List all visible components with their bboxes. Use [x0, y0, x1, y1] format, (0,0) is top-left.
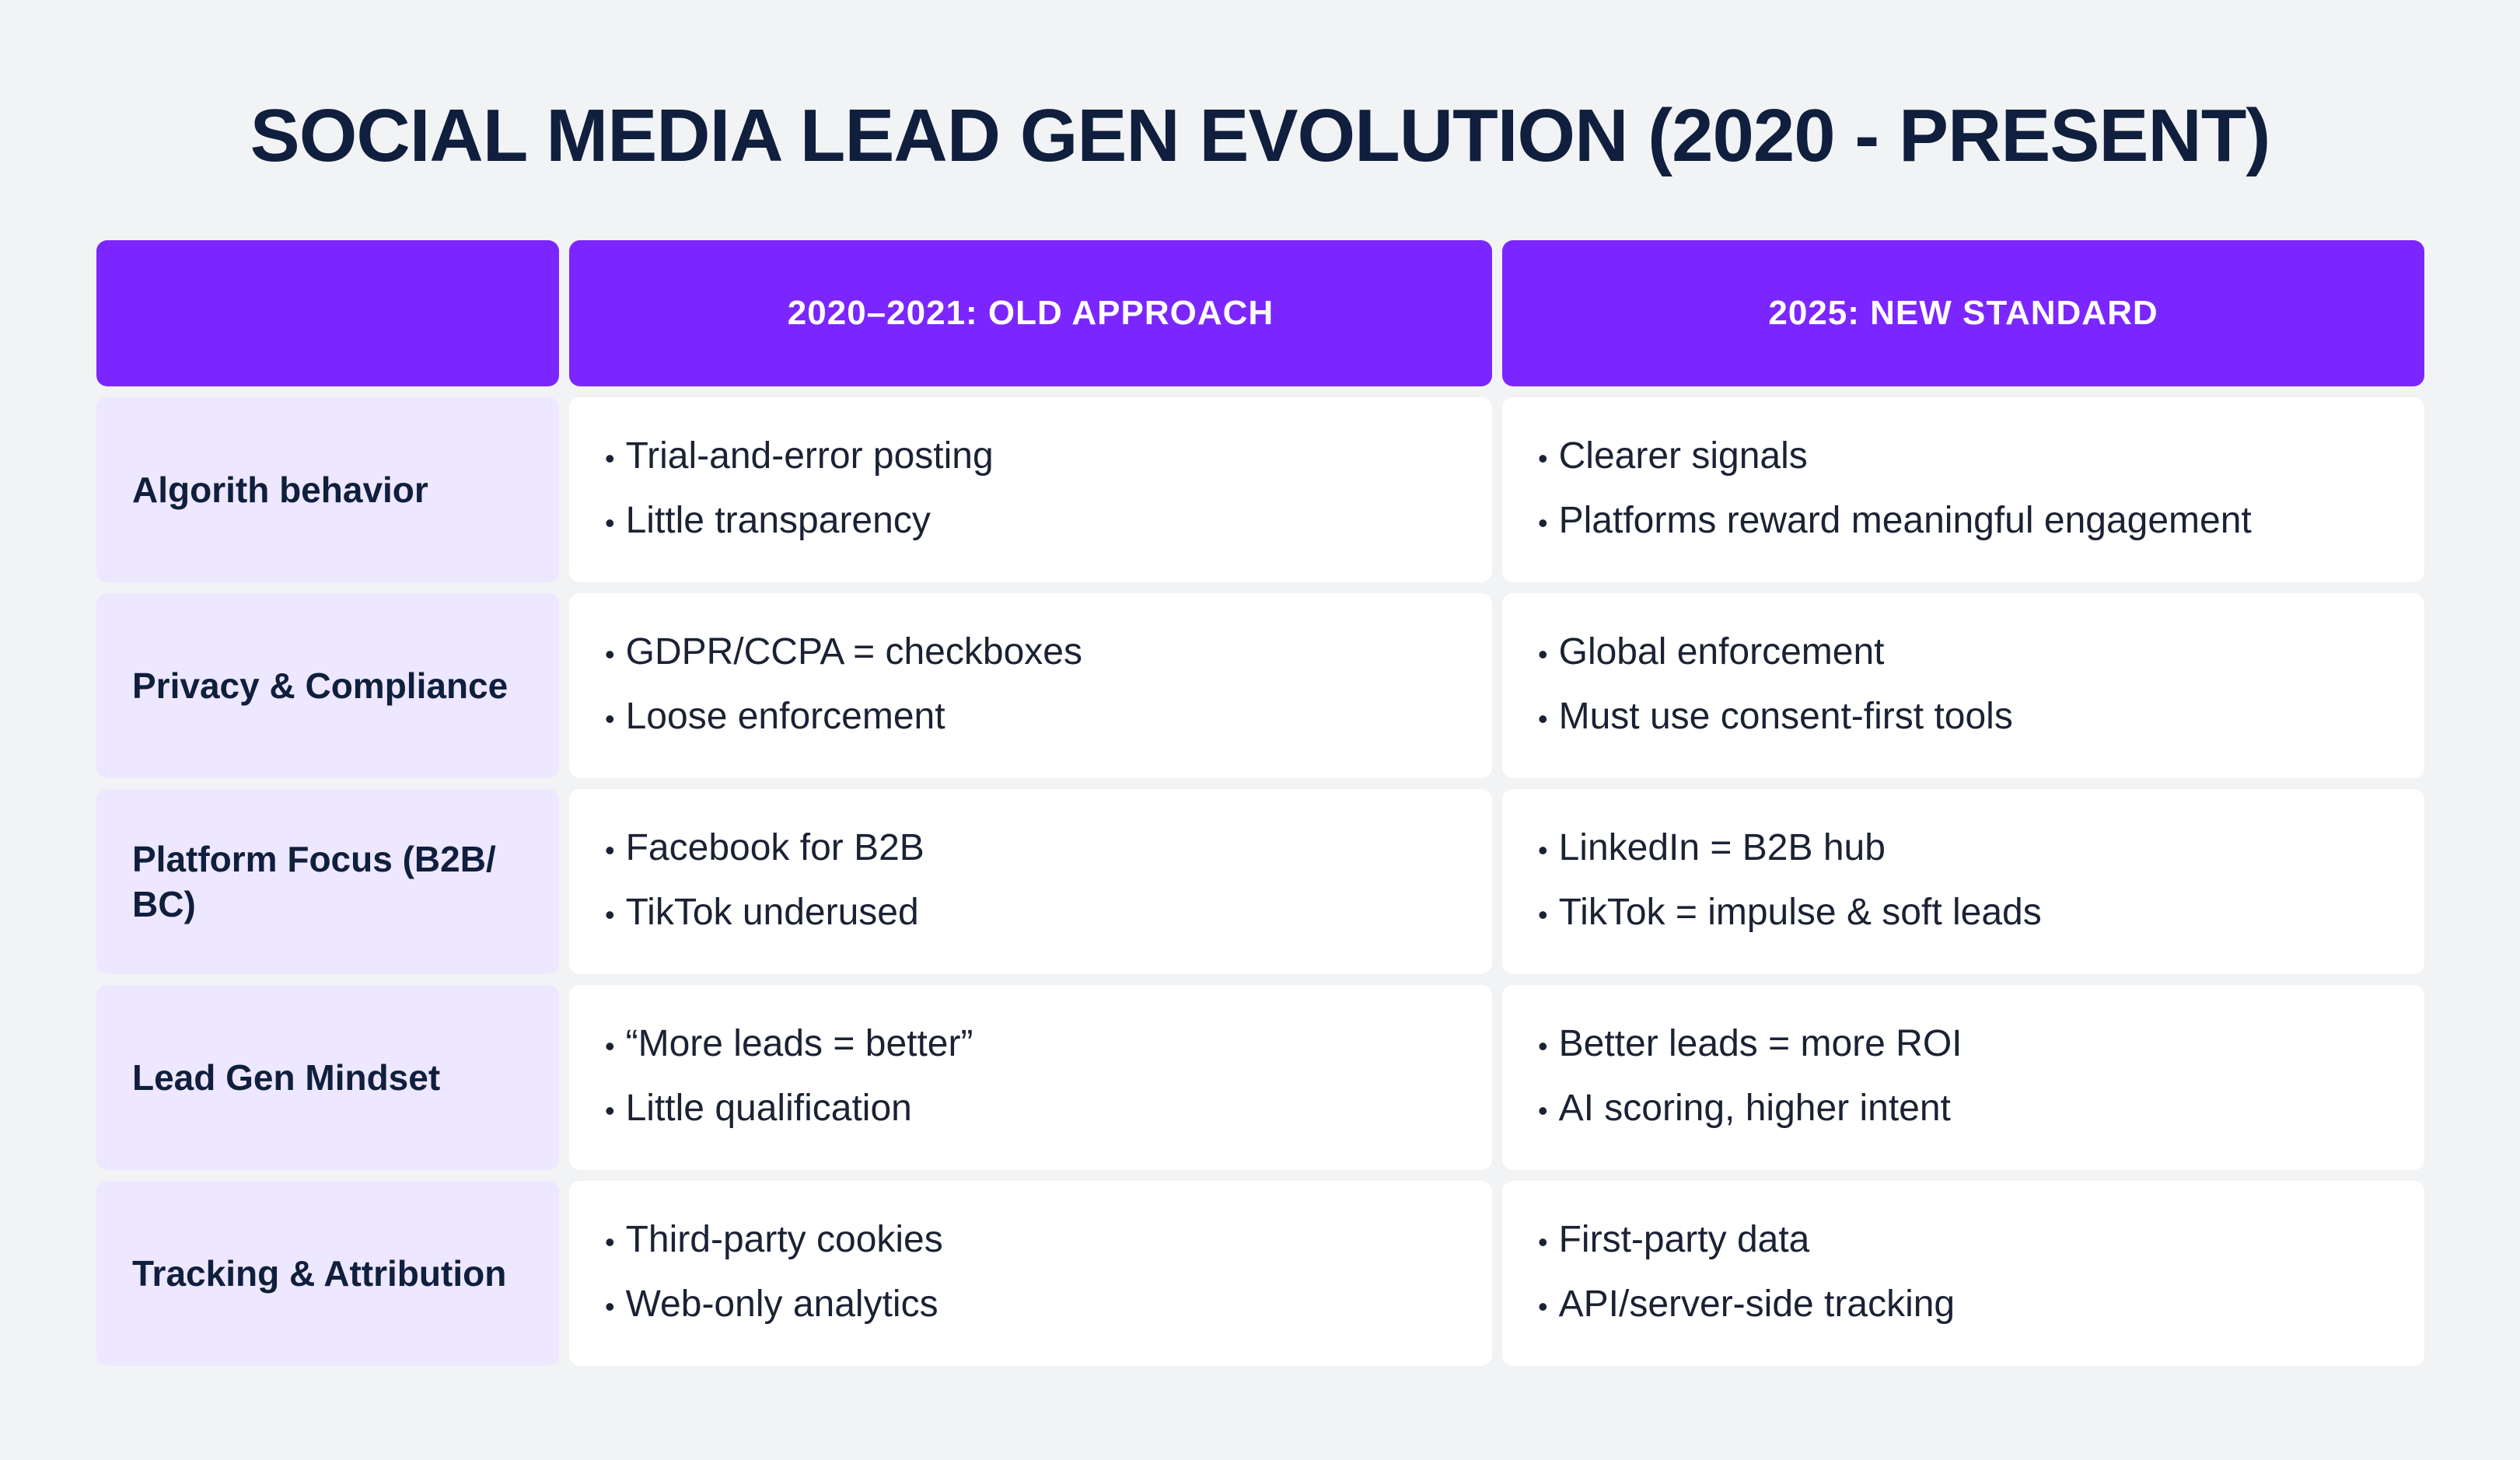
bullet-text: LinkedIn = B2B hub: [1558, 827, 1886, 868]
bullet-text: Trial-and-error posting: [625, 435, 994, 477]
header-new-standard: 2025: NEW STANDARD: [1502, 240, 2424, 386]
row-label: Tracking & Attribution: [96, 1181, 559, 1366]
bullet-item: • LinkedIn = B2B hub: [1538, 826, 2389, 873]
bullet-dot: •: [1538, 638, 1548, 670]
row-label: Privacy & Compliance: [96, 593, 559, 778]
bullet-dot: •: [1538, 1226, 1548, 1258]
bullet-item: • Platforms reward meaningful engagement: [1538, 498, 2389, 546]
bullet-dot: •: [1538, 703, 1548, 735]
new-standard-cell: • First-party data • API/server-side track…: [1502, 1181, 2424, 1366]
bullet-dot: •: [1538, 442, 1548, 474]
old-approach-cell: • Trial-and-error posting • Little transpa…: [569, 397, 1492, 582]
row-label: Platform Focus (B2B/ BC): [96, 789, 559, 974]
bullet-dot: •: [1538, 1095, 1548, 1126]
new-standard-cell: • Clearer signals • Platforms reward meani…: [1502, 397, 2424, 582]
bullet-item: • Global enforcement: [1538, 630, 2389, 677]
bullet-text: Web-only analytics: [625, 1284, 938, 1325]
bullet-item: • GDPR/CCPA = checkboxes: [605, 630, 1456, 677]
row-label: Algorith behavior: [96, 397, 559, 582]
bullet-item: • Clearer signals: [1538, 434, 2389, 481]
bullet-item: • Loose enforcement: [605, 694, 1456, 742]
bullet-dot: •: [1538, 507, 1548, 539]
bullet-text: Platforms reward meaningful engagement: [1558, 500, 2252, 541]
bullet-dot: •: [605, 507, 615, 539]
bullet-text: Clearer signals: [1558, 435, 1808, 477]
bullet-item: • Trial-and-error posting: [605, 434, 1456, 481]
old-approach-cell: • Facebook for B2B • TikTok underused: [569, 789, 1492, 974]
new-standard-cell: • Global enforcement • Must use consent-fi…: [1502, 593, 2424, 778]
bullet-item: • AI scoring, higher intent: [1538, 1086, 2389, 1133]
bullet-dot: •: [605, 442, 615, 474]
bullet-dot: •: [1538, 1030, 1548, 1062]
new-standard-cell: • Better leads = more ROI • AI scoring, hi…: [1502, 985, 2424, 1170]
bullet-dot: •: [1538, 899, 1548, 931]
bullet-dot: •: [605, 899, 615, 931]
bullet-item: • Facebook for B2B: [605, 826, 1456, 873]
row-label: Lead Gen Mindset: [96, 985, 559, 1170]
bullet-item: • API/server-side tracking: [1538, 1282, 2389, 1329]
bullet-text: TikTok = impulse & soft leads: [1558, 892, 2042, 933]
bullet-item: • TikTok underused: [605, 890, 1456, 938]
bullet-item: • Web-only analytics: [605, 1282, 1456, 1329]
header-empty-cell: [96, 240, 559, 386]
bullet-item: • Little transparency: [605, 498, 1456, 546]
bullet-text: Better leads = more ROI: [1558, 1023, 1963, 1064]
old-approach-cell: • GDPR/CCPA = checkboxes • Loose enforceme…: [569, 593, 1492, 778]
bullet-text: Global enforcement: [1558, 631, 1885, 672]
bullet-item: • TikTok = impulse & soft leads: [1538, 890, 2389, 938]
bullet-text: Little qualification: [625, 1088, 912, 1129]
bullet-dot: •: [1538, 1291, 1548, 1322]
bullet-dot: •: [605, 1030, 615, 1062]
bullet-text: Facebook for B2B: [625, 827, 924, 868]
bullet-text: Loose enforcement: [625, 696, 945, 737]
bullet-dot: •: [605, 1291, 615, 1322]
bullet-text: AI scoring, higher intent: [1558, 1088, 1951, 1129]
old-approach-cell: • “More leads = better” • Little qualifica…: [569, 985, 1492, 1170]
bullet-item: • Third-party cookies: [605, 1217, 1456, 1265]
bullet-dot: •: [605, 834, 615, 866]
bullet-text: Third-party cookies: [625, 1219, 943, 1260]
header-old-approach: 2020–2021: OLD APPROACH: [569, 240, 1492, 386]
page-title: SOCIAL MEDIA LEAD GEN EVOLUTION (2020 - …: [250, 94, 2271, 177]
bullet-item: • Better leads = more ROI: [1538, 1022, 2389, 1069]
bullet-text: TikTok underused: [625, 892, 919, 933]
bullet-text: Must use consent-first tools: [1558, 696, 2013, 737]
bullet-item: • Must use consent-first tools: [1538, 694, 2389, 742]
bullet-text: “More leads = better”: [625, 1023, 973, 1064]
old-approach-cell: • Third-party cookies • Web-only analytics: [569, 1181, 1492, 1366]
bullet-text: GDPR/CCPA = checkboxes: [625, 631, 1082, 672]
bullet-text: First-party data: [1558, 1219, 1810, 1260]
bullet-item: • “More leads = better”: [605, 1022, 1456, 1069]
comparison-table: 2020–2021: OLD APPROACH 2025: NEW STANDA…: [96, 240, 2424, 1366]
bullet-item: • Little qualification: [605, 1086, 1456, 1133]
bullet-text: API/server-side tracking: [1558, 1284, 1956, 1325]
bullet-dot: •: [605, 1095, 615, 1126]
bullet-dot: •: [1538, 834, 1548, 866]
new-standard-cell: • LinkedIn = B2B hub • TikTok = impulse & …: [1502, 789, 2424, 974]
bullet-item: • First-party data: [1538, 1217, 2389, 1265]
bullet-dot: •: [605, 1226, 615, 1258]
bullet-dot: •: [605, 703, 615, 735]
bullet-text: Little transparency: [625, 500, 931, 541]
bullet-dot: •: [605, 638, 615, 670]
